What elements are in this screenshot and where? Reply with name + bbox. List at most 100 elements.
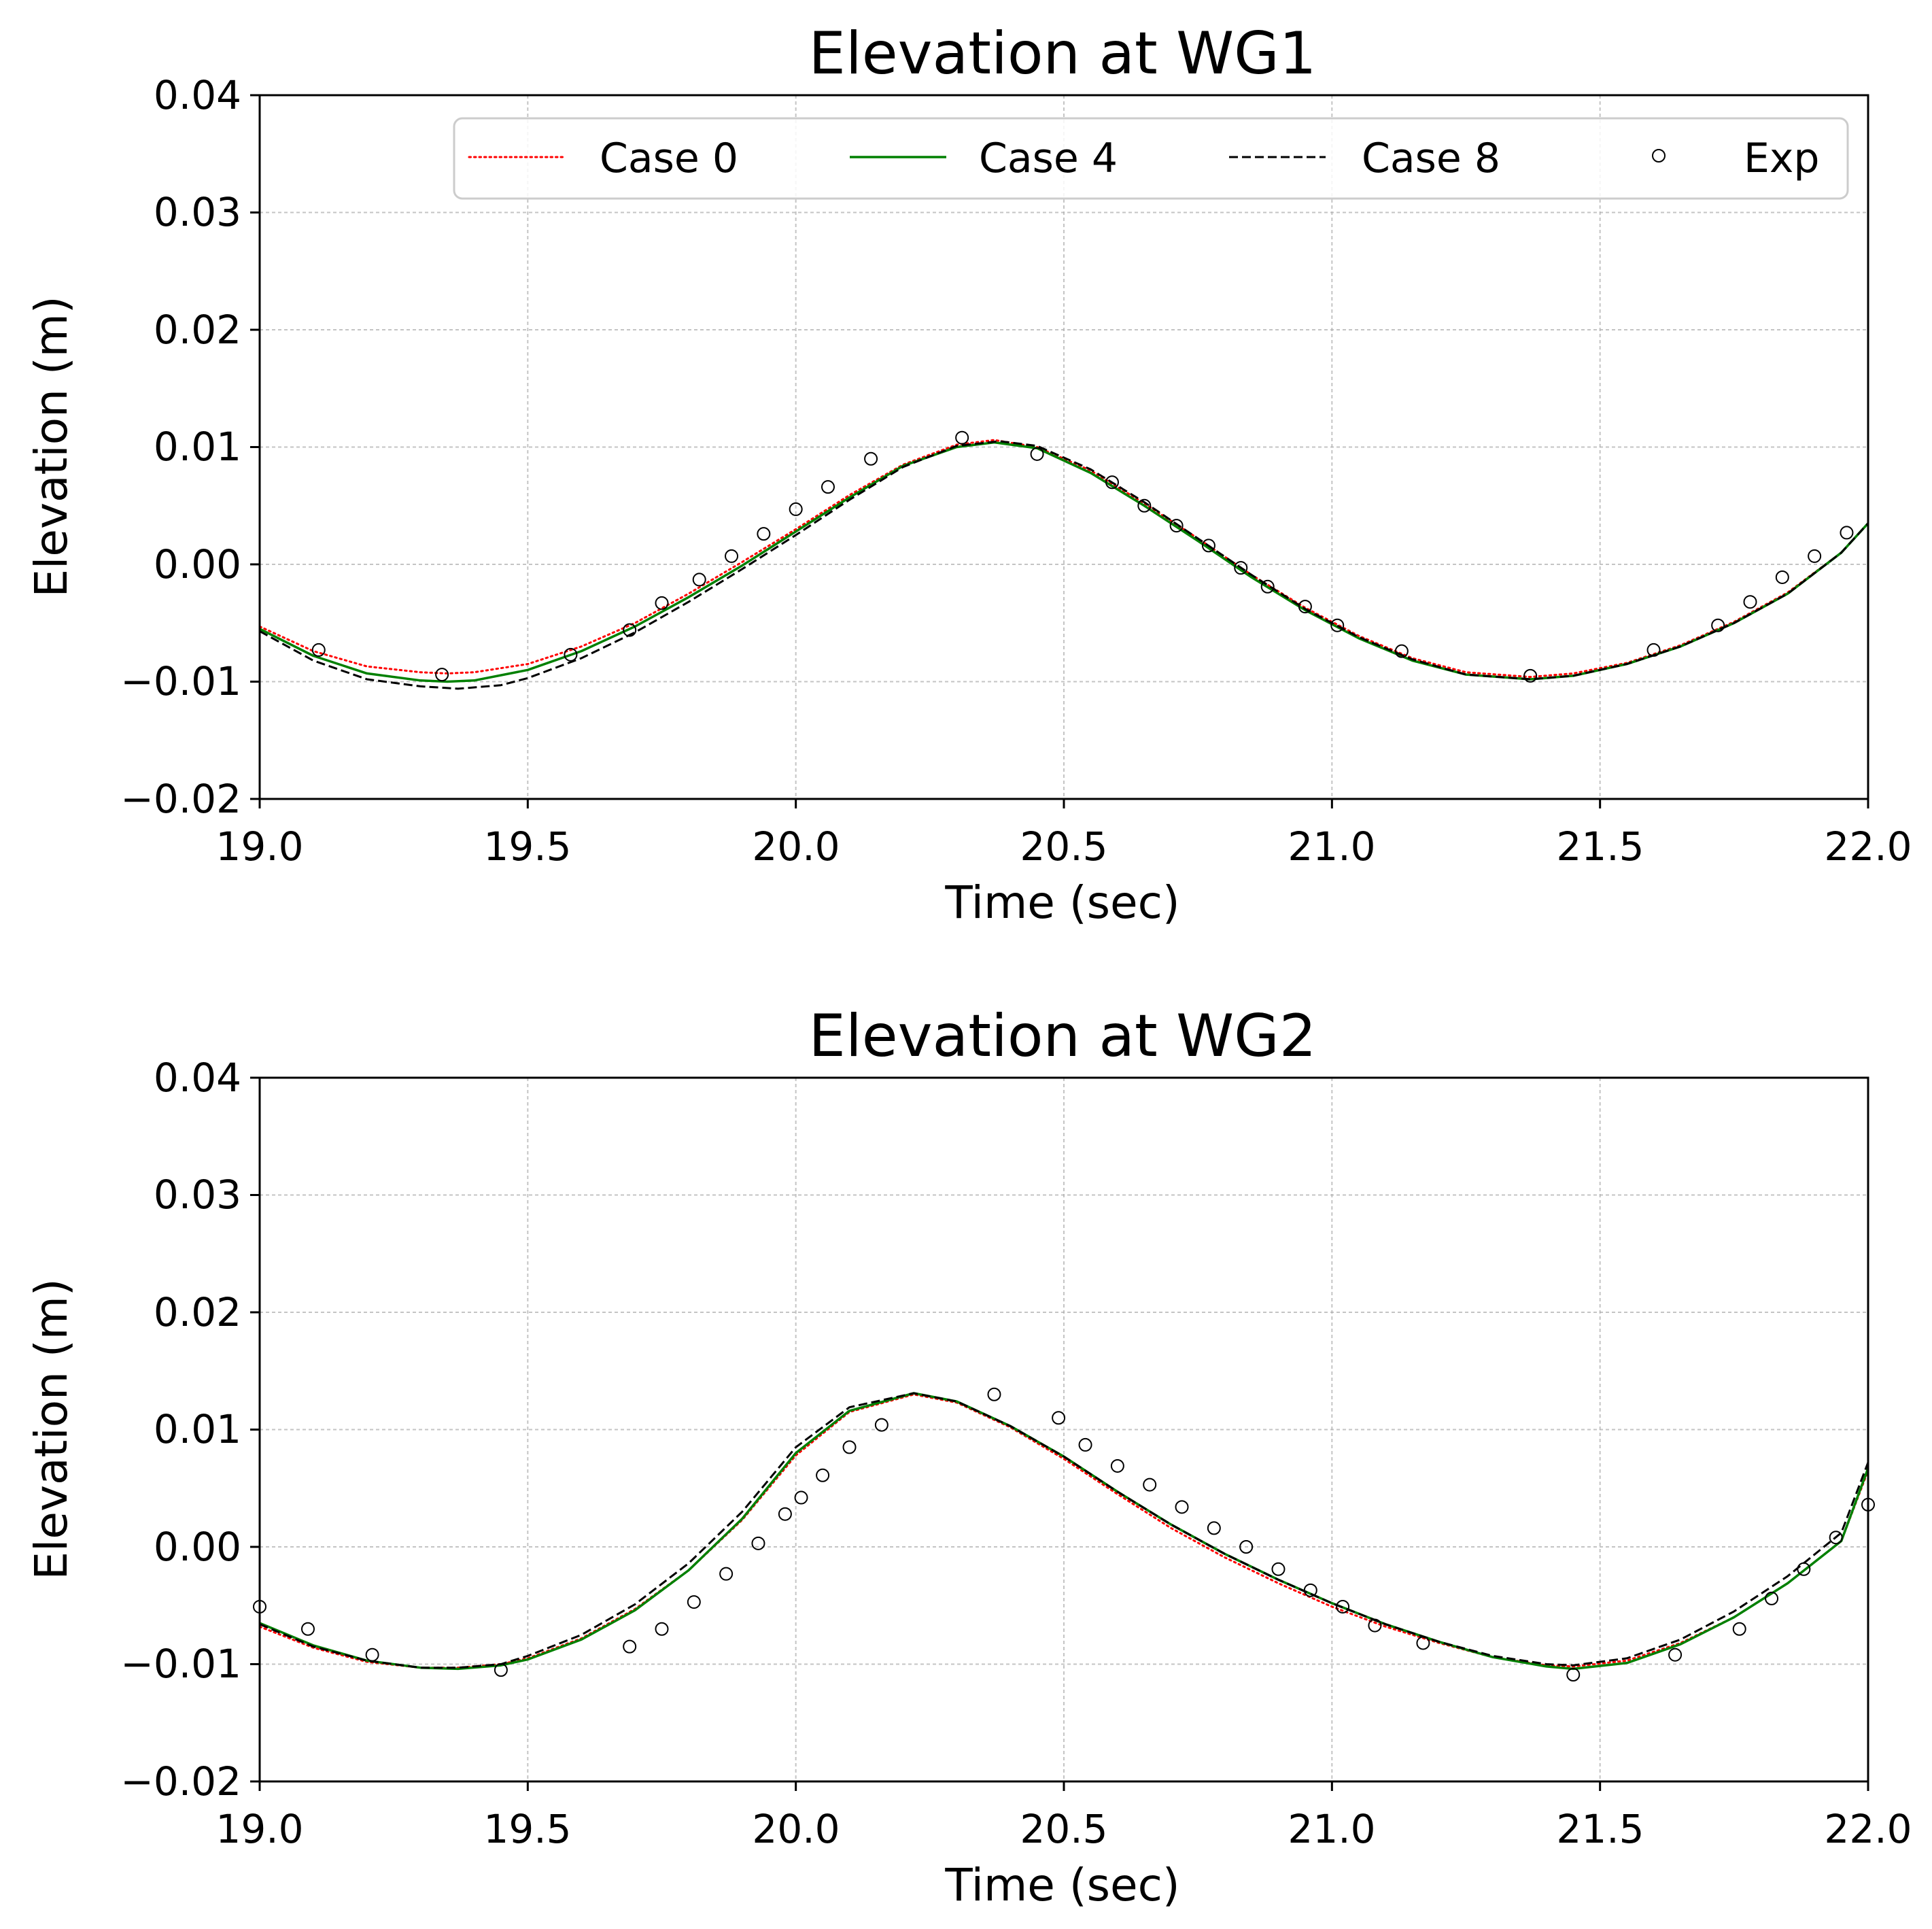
data-point-exp: [816, 1468, 830, 1482]
data-point-exp: [1271, 1562, 1286, 1576]
data-point-exp: [1523, 668, 1538, 683]
y-tick-label: 0.02: [154, 1289, 241, 1335]
data-point-exp: [1298, 600, 1312, 614]
data-point-exp: [1336, 1599, 1350, 1614]
data-point-exp: [311, 643, 326, 657]
legend-label-case4: Case 4: [979, 135, 1118, 182]
data-point-exp: [1239, 1540, 1254, 1554]
data-point-exp: [1566, 1668, 1581, 1682]
data-point-exp: [955, 430, 969, 445]
y-tick-label: 0.00: [154, 541, 241, 587]
data-point-exp: [778, 1507, 792, 1521]
x-tick-label: 20.0: [752, 823, 840, 870]
data-point-exp: [1711, 618, 1725, 632]
y-tick-label: 0.01: [154, 424, 241, 470]
data-point-exp: [1052, 1411, 1066, 1425]
x-tick-label: 20.5: [1020, 823, 1107, 870]
data-point-exp: [623, 623, 637, 637]
data-point-exp: [655, 1622, 669, 1636]
legend-label-case8: Case 8: [1362, 135, 1500, 182]
series-layer: [253, 1387, 1875, 1682]
data-point-exp: [1368, 1618, 1382, 1633]
data-point-exp: [564, 647, 578, 662]
y-tick-label: 0.01: [154, 1406, 241, 1452]
data-point-exp: [494, 1663, 508, 1677]
legend: Case 0 Case 4 Case 8 Exp: [453, 117, 1849, 200]
data-point-exp: [719, 1567, 734, 1581]
x-tick-labels: 19.0 19.5 20.0 20.5 21.0 21.5 22.0: [215, 823, 1912, 870]
chart-title: Elevation at WG1: [809, 20, 1317, 88]
data-point-exp: [1110, 1458, 1124, 1473]
x-tick-label: 20.0: [752, 1806, 840, 1852]
x-tick-label: 21.0: [1288, 823, 1375, 870]
x-tick-label: 19.0: [215, 823, 303, 870]
data-point-exp: [1105, 475, 1119, 490]
data-point-exp: [864, 451, 878, 466]
y-tick-label: −0.01: [120, 1641, 241, 1687]
x-tick-label: 22.0: [1824, 1806, 1912, 1852]
data-point-exp: [365, 1648, 379, 1662]
data-point-exp: [1260, 579, 1275, 594]
data-point-exp: [1330, 618, 1345, 632]
data-point-exp: [1765, 1591, 1779, 1605]
y-tick-label: −0.02: [120, 776, 241, 822]
data-point-exp: [1732, 1622, 1746, 1636]
data-point-exp: [874, 1418, 889, 1432]
x-axis-label: Time (sec): [944, 1859, 1179, 1911]
x-tick-label: 19.5: [483, 1806, 571, 1852]
data-point-exp: [1775, 570, 1789, 584]
data-point-exp: [1143, 1478, 1157, 1492]
x-tick-label: 21.5: [1556, 823, 1644, 870]
data-point-exp: [435, 668, 449, 682]
y-tick-label: 0.03: [154, 1172, 241, 1218]
y-axis-label: Elevation (m): [25, 296, 77, 597]
data-point-exp: [1840, 526, 1854, 540]
series-line-case8: [259, 440, 1869, 690]
data-point-exp: [1829, 1531, 1843, 1545]
data-point-exp: [842, 1440, 857, 1454]
y-axis-label: Elevation (m): [25, 1278, 77, 1580]
data-point-exp: [1234, 561, 1248, 575]
x-tick-labels: 19.0 19.5 20.0 20.5 21.0 21.5 22.0: [215, 1806, 1912, 1852]
data-point-exp: [1416, 1636, 1430, 1650]
x-tick-label: 20.5: [1020, 1806, 1107, 1852]
legend-box: [453, 117, 1849, 200]
x-tick-label: 19.0: [215, 1806, 303, 1852]
data-point-exp: [1137, 498, 1152, 513]
data-point-exp: [1169, 519, 1184, 533]
y-tick-label: 0.02: [154, 307, 241, 353]
y-tick-label: 0.00: [154, 1524, 241, 1570]
data-point-exp: [757, 527, 771, 541]
y-tick-label: −0.01: [120, 658, 241, 704]
axis-ticks: [250, 94, 1869, 808]
x-tick-label: 19.5: [483, 823, 571, 870]
y-tick-label: 0.04: [154, 72, 241, 118]
data-point-exp: [1668, 1648, 1683, 1662]
legend-label-exp: Exp: [1744, 135, 1820, 182]
y-tick-labels: −0.02 −0.01 0.00 0.01 0.02 0.03 0.04: [120, 1055, 241, 1805]
data-point-exp: [687, 1595, 701, 1609]
y-tick-labels: −0.02 −0.01 0.00 0.01 0.02 0.03 0.04: [120, 72, 241, 822]
chart-title: Elevation at WG2: [809, 1002, 1317, 1070]
data-point-exp: [623, 1639, 637, 1654]
x-tick-label: 21.0: [1288, 1806, 1375, 1852]
axis-ticks: [250, 1076, 1869, 1791]
y-tick-label: 0.03: [154, 189, 241, 235]
data-point-exp: [692, 573, 706, 587]
data-point-exp: [1797, 1562, 1811, 1576]
legend-swatch-exp: [1652, 149, 1666, 163]
chart-panel-wg2: Elevation at WG2 19.0 19.5 20.0 20.5 21.…: [25, 1002, 1912, 1911]
data-point-exp: [1175, 1500, 1189, 1514]
data-point-exp: [1394, 644, 1409, 658]
y-tick-label: −0.02: [120, 1758, 241, 1805]
series-exp: [311, 430, 1854, 683]
data-point-exp: [655, 596, 669, 610]
grid: [259, 95, 1869, 800]
data-point-exp: [987, 1387, 1001, 1401]
data-point-exp: [1808, 549, 1822, 563]
data-point-exp: [1303, 1583, 1317, 1597]
data-point-exp: [1207, 1521, 1221, 1535]
data-point-exp: [1646, 643, 1661, 657]
data-point-exp: [1078, 1437, 1092, 1452]
